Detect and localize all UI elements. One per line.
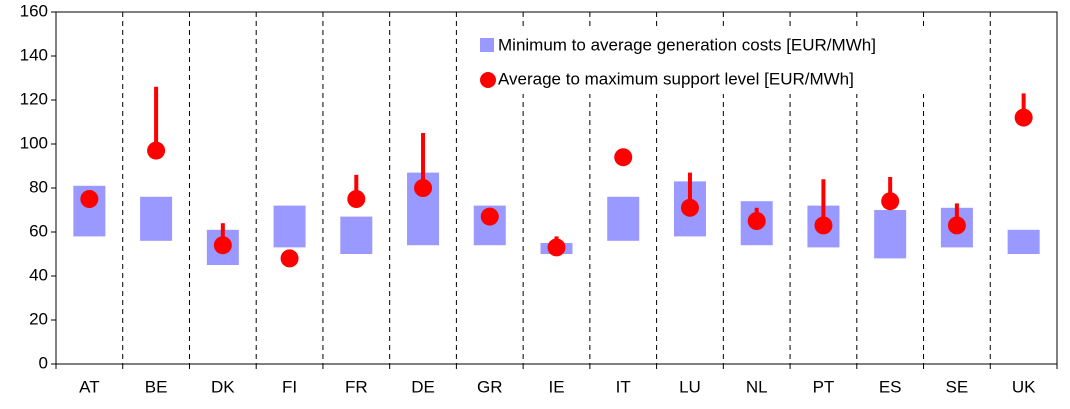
support-dot [480,207,499,226]
support-dot [414,179,433,197]
y-tick-label: 80 [29,177,48,196]
support-dot [80,190,99,208]
support-dot [680,198,699,217]
x-tick-label: DK [211,377,235,396]
x-tick-label: PT [813,377,835,396]
support-dot [614,148,633,167]
x-tick-label: AT [79,377,99,396]
legend-label: Minimum to average generation costs [EUR… [498,35,876,54]
y-tick-label: 60 [29,221,48,240]
cost-bar [140,196,173,241]
x-tick-label: UK [1012,377,1036,396]
y-tick-label: 20 [29,309,48,328]
support-dot [947,216,966,235]
support-dot [347,190,366,208]
x-tick-label: SE [946,377,969,396]
x-tick-label: IT [616,377,631,396]
y-tick-label: 100 [20,133,48,152]
legend-label: Average to maximum support level [EUR/MW… [498,69,854,88]
cost-bar [874,210,907,259]
x-tick-label: DE [411,377,435,396]
support-dot [280,249,299,268]
legend-swatch [480,72,496,88]
y-tick-label: 120 [20,89,48,108]
x-tick-label: GR [477,377,503,396]
cost-bar [1007,229,1040,254]
support-dot [881,192,900,211]
cost-bar [340,216,373,254]
cost-bar [273,205,306,248]
x-tick-label: FI [282,377,297,396]
support-dot [213,236,232,255]
y-tick-label: 160 [20,1,48,20]
x-tick-label: FR [345,377,368,396]
support-dot [547,238,566,257]
legend-swatch [480,38,494,52]
x-tick-label: BE [145,377,168,396]
support-dot [147,141,166,160]
x-tick-label: ES [879,377,902,396]
x-tick-label: IE [548,377,564,396]
support-dot [747,212,766,230]
y-tick-label: 40 [29,265,48,284]
y-tick-label: 140 [20,45,48,64]
legend-box [468,28,983,94]
support-dot [814,216,833,235]
y-tick-label: 0 [39,353,48,372]
support-dot [1014,108,1033,127]
x-tick-label: LU [679,377,701,396]
x-tick-label: NL [746,377,768,396]
cost-bar [607,196,640,241]
